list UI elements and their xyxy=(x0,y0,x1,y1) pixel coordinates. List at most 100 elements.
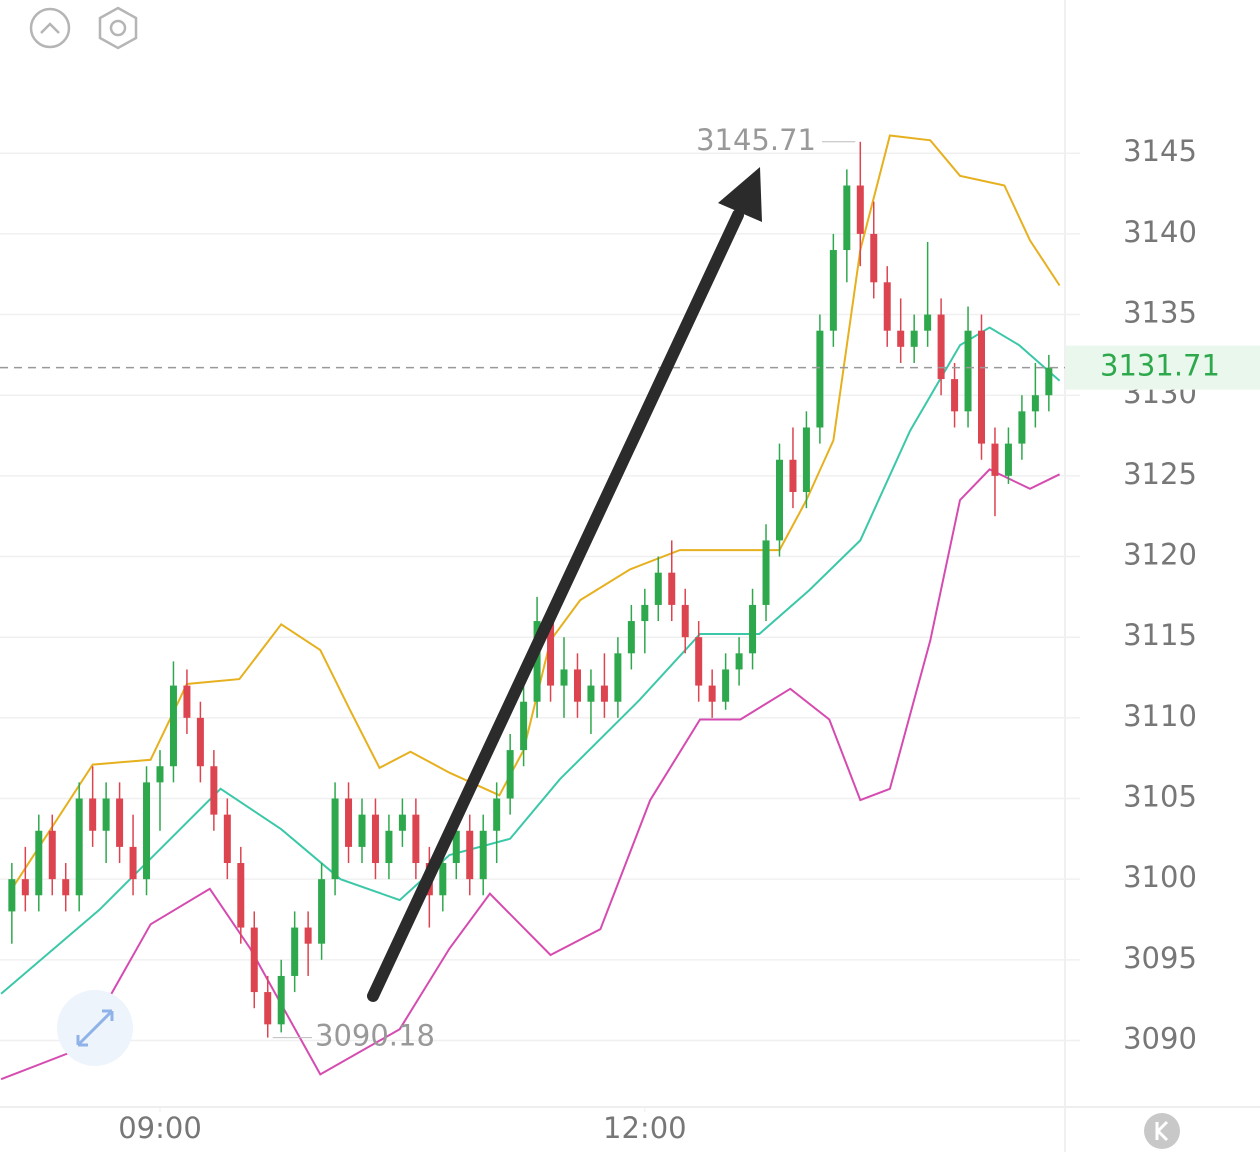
candle-body xyxy=(856,185,864,234)
candle-body xyxy=(883,282,891,331)
y-tick-label: 3135 xyxy=(1123,296,1197,330)
toolbar xyxy=(29,6,138,50)
low-label: 3090.18 xyxy=(315,1019,435,1053)
candle-body xyxy=(48,830,56,880)
settings-icon xyxy=(109,19,127,37)
last-price-bg xyxy=(1066,345,1260,390)
grid xyxy=(0,152,1080,1112)
y-tick-label: 3115 xyxy=(1123,618,1197,652)
candle-body xyxy=(1031,395,1039,412)
candle-body xyxy=(156,766,164,783)
candle-body xyxy=(870,233,878,283)
candle-body xyxy=(196,717,204,767)
arrow-shaft xyxy=(367,209,744,1002)
candle-body xyxy=(789,459,797,493)
trend-arrow xyxy=(367,167,762,1002)
collapse-icon xyxy=(40,22,60,34)
y-tick-label: 3105 xyxy=(1123,780,1197,814)
candle-body xyxy=(533,621,541,702)
y-tick-label: 3125 xyxy=(1123,457,1197,491)
candle-body xyxy=(749,604,757,654)
candle-body xyxy=(614,653,622,702)
candle-body xyxy=(573,669,581,702)
zoom-button[interactable] xyxy=(57,990,133,1066)
candle-body xyxy=(398,814,406,831)
candle-body xyxy=(587,685,595,702)
settings-button[interactable] xyxy=(98,6,138,50)
candle-body xyxy=(600,685,608,702)
candle-body xyxy=(668,572,676,605)
candle-body xyxy=(89,798,97,831)
candle-body xyxy=(627,621,635,654)
candle-body xyxy=(223,814,231,864)
candle-body xyxy=(62,879,70,896)
candle-body xyxy=(277,975,285,1025)
candle-body xyxy=(520,701,528,751)
y-tick-label: 3145 xyxy=(1123,134,1197,168)
candle-body xyxy=(345,798,353,847)
candle-body xyxy=(466,830,474,880)
candle-body xyxy=(210,766,218,815)
candle-body xyxy=(964,330,972,412)
candle-body xyxy=(1018,411,1026,444)
candle-body xyxy=(910,330,918,347)
candle-body xyxy=(493,798,501,831)
candle-body xyxy=(250,927,258,993)
candle-body xyxy=(385,830,393,864)
candle-body xyxy=(843,185,851,251)
candle-body xyxy=(21,879,29,896)
k-icon xyxy=(1155,1120,1169,1142)
candle-body xyxy=(816,330,824,428)
candle-body xyxy=(102,798,110,831)
candle-body xyxy=(304,927,312,944)
candle-body xyxy=(829,250,837,331)
candle-body xyxy=(129,846,137,880)
candle-body xyxy=(169,685,177,767)
candle-body xyxy=(264,992,272,1025)
zoom-icon xyxy=(76,1009,114,1047)
candle-body xyxy=(412,814,420,864)
band-line xyxy=(11,134,1061,890)
candle-body xyxy=(762,540,770,605)
x-tick-label: 12:00 xyxy=(603,1111,687,1145)
band-line xyxy=(0,326,1061,995)
candle-body xyxy=(951,379,959,412)
k-button[interactable] xyxy=(1144,1113,1180,1149)
candle-body xyxy=(735,653,743,670)
collapse-button[interactable] xyxy=(29,7,71,49)
y-tick-label: 3120 xyxy=(1123,538,1197,572)
y-tick-label: 3095 xyxy=(1123,941,1197,975)
candle-body xyxy=(897,330,905,347)
candle-body xyxy=(331,798,339,880)
candle-body xyxy=(183,685,191,718)
candle-body xyxy=(75,798,83,896)
candle-body xyxy=(1045,367,1053,396)
candle-body xyxy=(560,669,568,686)
candle-body xyxy=(1004,443,1012,476)
candle-body xyxy=(708,685,716,702)
candle-body xyxy=(722,669,730,702)
candle-body xyxy=(8,879,16,912)
candle-body xyxy=(371,814,379,864)
candle-body xyxy=(116,798,124,847)
candle-body xyxy=(802,427,810,493)
y-tick-label: 3100 xyxy=(1123,860,1197,894)
candle-body xyxy=(318,879,326,944)
candle-body xyxy=(439,863,447,896)
candle-body xyxy=(35,830,43,896)
candle-body xyxy=(681,604,689,638)
candle-body xyxy=(237,863,245,928)
candle-body xyxy=(978,330,986,444)
y-tick-label: 3090 xyxy=(1123,1021,1197,1055)
y-tick-label: 3140 xyxy=(1123,215,1197,249)
candle-body xyxy=(641,604,649,622)
arrow-head xyxy=(718,167,762,222)
k-bg xyxy=(1144,1113,1180,1149)
candle-body xyxy=(654,572,662,605)
candle-body xyxy=(291,927,299,976)
band-line xyxy=(0,468,1061,1081)
last-price-label: 3131.71 xyxy=(1100,349,1220,383)
candle-body xyxy=(547,621,555,686)
